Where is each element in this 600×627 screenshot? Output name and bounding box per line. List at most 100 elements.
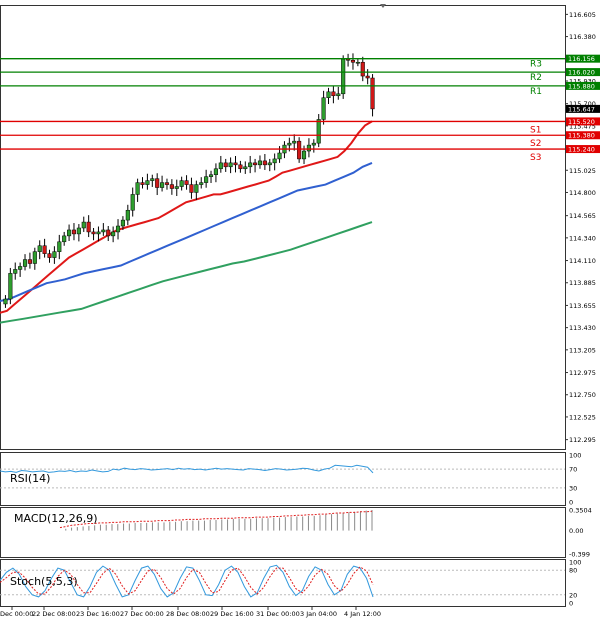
candle-body — [81, 221, 86, 229]
candle-body — [350, 60, 356, 63]
candle-body — [292, 140, 297, 144]
scroll-marker-icon — [380, 4, 386, 8]
candle-body — [140, 182, 145, 185]
panel-main — [0, 5, 566, 450]
y-tick-label: 114.565 — [569, 212, 596, 220]
stoch-tick-label: 100 — [569, 559, 581, 567]
stoch-tick-label: 20 — [569, 591, 577, 599]
candle-body — [91, 231, 96, 235]
macd-signal-line — [59, 510, 373, 529]
candle-body — [370, 77, 375, 110]
candle-body — [86, 221, 91, 233]
candle-body — [130, 194, 135, 211]
x-tick-label: 22 Dec 08:00 — [32, 610, 76, 618]
x-tick-label: 23 Dec 16:00 — [76, 610, 120, 618]
rsi-label: RSI(14) — [10, 472, 50, 485]
candle-body — [32, 251, 37, 264]
rsi-tick-label: 100 — [569, 452, 581, 460]
level-name-r3: R3 — [530, 60, 542, 70]
y-tick-label: 114.110 — [569, 257, 596, 265]
candle-body — [145, 180, 150, 185]
y-tick-label: 113.205 — [569, 346, 596, 354]
level-price-box — [566, 68, 600, 77]
candle-body — [22, 259, 28, 267]
y-tick-label: 112.525 — [569, 413, 596, 421]
candle-body — [47, 253, 52, 258]
candle-body — [311, 142, 316, 146]
candle-body — [189, 184, 194, 193]
candle-body — [199, 182, 204, 185]
current-price-label: 115.647 — [568, 105, 595, 113]
stoch-d-line — [0, 566, 374, 595]
candle-body — [297, 140, 302, 160]
level-name-s2: S2 — [530, 139, 541, 149]
y-tick-label: 113.655 — [569, 302, 596, 310]
moving-average-line-1 — [0, 120, 373, 314]
candle-body — [301, 150, 307, 160]
candle-body — [76, 227, 81, 235]
candle-body — [238, 164, 243, 170]
candle-body — [164, 182, 170, 185]
level-name-s1: S1 — [530, 125, 541, 135]
candle-body — [42, 245, 47, 254]
candle-body — [213, 168, 218, 175]
candle-body — [218, 162, 223, 170]
y-tick-label: 112.750 — [569, 391, 596, 399]
candle-body — [355, 61, 360, 64]
candle-body — [262, 160, 267, 166]
x-tick-label: Dec 00:00 — [0, 610, 33, 618]
x-tick-label: 27 Dec 00:00 — [120, 610, 164, 618]
candle-body — [331, 91, 336, 97]
candle-body — [277, 152, 282, 160]
candle-body — [169, 184, 174, 189]
y-tick-label: 114.800 — [569, 189, 596, 197]
x-tick-label: 4 Jan 12:00 — [344, 610, 381, 618]
candle-body — [62, 235, 67, 243]
candle-body — [248, 162, 253, 168]
y-tick-label: 115.930 — [569, 77, 596, 85]
candle-body — [316, 119, 321, 144]
rsi-tick-label: 0 — [569, 499, 573, 507]
candle-body — [71, 229, 77, 235]
candle-body — [223, 162, 228, 168]
stoch-label: Stoch(5,5,3) — [10, 575, 78, 588]
candle-body — [272, 158, 277, 164]
y-tick-label: 115.700 — [569, 100, 596, 108]
candle-body — [194, 184, 199, 193]
candle-body — [306, 144, 311, 152]
candle-body — [267, 162, 272, 166]
candle-body — [253, 162, 258, 166]
panel-stoch — [0, 559, 566, 607]
stoch-k-line — [0, 564, 374, 598]
rsi-tick-label: 70 — [569, 466, 577, 474]
candle-body — [125, 209, 130, 221]
level-price-label: 116.020 — [568, 69, 595, 77]
candle-body — [8, 273, 13, 300]
candle-body — [174, 186, 179, 189]
candle-body — [18, 266, 23, 270]
panel-rsi — [0, 452, 566, 506]
moving-average-line-3 — [0, 221, 373, 324]
candle-body — [341, 59, 346, 95]
rsi-line — [0, 464, 374, 474]
panel-macd — [0, 507, 566, 558]
candle-body — [365, 75, 370, 79]
level-price-label: 115.380 — [568, 132, 595, 140]
y-tick-label: 113.885 — [569, 279, 596, 287]
candle-body — [179, 180, 184, 187]
candle-body — [96, 231, 101, 235]
y-tick-label: 115.025 — [569, 167, 596, 175]
candle-body — [150, 178, 155, 181]
y-tick-label: 116.380 — [569, 33, 596, 41]
candle-body — [101, 229, 106, 233]
candle-body — [228, 162, 233, 168]
macd-tick-label: -0.399 — [569, 551, 590, 559]
candle-body — [208, 174, 214, 177]
level-price-box — [566, 145, 600, 154]
stoch-tick-label: 80 — [569, 567, 577, 575]
candle-body — [321, 97, 326, 120]
candle-body — [115, 225, 121, 233]
candle-body — [336, 93, 341, 97]
candle-body — [184, 180, 189, 185]
